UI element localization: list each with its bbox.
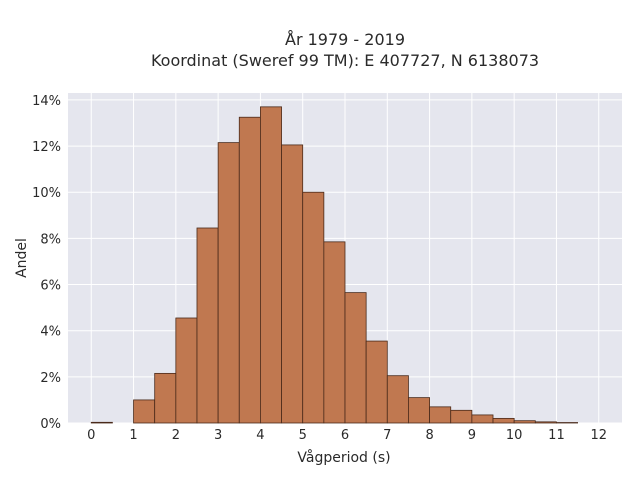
histogram-bar [154, 372, 177, 424]
histogram-bar [471, 414, 494, 424]
y-tick-label: 8% [40, 232, 61, 247]
x-axis-ticks: 0 1 2 3 4 5 6 7 8 9 10 11 12 [87, 428, 607, 443]
y-tick-label: 4% [40, 325, 61, 340]
y-tick-label: 14% [32, 94, 61, 109]
histogram-bar [90, 421, 113, 424]
histogram-bar [175, 317, 198, 424]
x-tick-label: 3 [214, 428, 222, 443]
x-tick-label: 0 [87, 428, 95, 443]
y-axis-label: Andel [14, 238, 30, 278]
x-tick-label: 1 [129, 428, 137, 443]
y-tick-label: 2% [40, 371, 61, 386]
x-tick-label: 6 [341, 428, 349, 443]
x-tick-label: 8 [425, 428, 433, 443]
x-tick-label: 11 [548, 428, 565, 443]
y-tick-label: 12% [32, 140, 61, 155]
histogram-bar [513, 420, 536, 424]
chart-title-line-1: År 1979 - 2019 [285, 30, 405, 49]
histogram-bar [238, 116, 261, 424]
histogram-bar [408, 397, 430, 424]
x-tick-label: 5 [299, 428, 307, 443]
histogram-bar [281, 144, 304, 424]
y-tick-label: 0% [40, 417, 61, 432]
x-axis-label: Vågperiod (s) [297, 449, 390, 466]
histogram-bar [534, 421, 557, 424]
histogram-bar [133, 399, 156, 424]
chart-title-line-2: Koordinat (Sweref 99 TM): E 407727, N 61… [151, 51, 539, 70]
bars [90, 106, 578, 424]
histogram-bar [450, 409, 473, 424]
histogram-bar [196, 227, 219, 424]
histogram-bar [492, 417, 515, 424]
histogram-bar [260, 106, 282, 424]
x-tick-label: 10 [506, 428, 523, 443]
x-tick-label: 7 [383, 428, 391, 443]
y-tick-label: 10% [32, 186, 61, 201]
histogram-bar [302, 191, 325, 424]
histogram-bar [323, 241, 346, 424]
histogram-bar [217, 142, 240, 424]
y-axis-ticks: 0% 2% 4% 6% 8% 10% 12% 14% [32, 94, 61, 432]
x-tick-label: 2 [172, 428, 180, 443]
x-tick-label: 4 [256, 428, 264, 443]
x-tick-label: 12 [590, 428, 607, 443]
histogram-bar [429, 406, 452, 424]
histogram-bar [386, 375, 409, 424]
histogram-bar [365, 340, 388, 424]
x-tick-label: 9 [468, 428, 476, 443]
y-tick-label: 6% [40, 279, 61, 294]
histogram-bar [344, 292, 367, 424]
